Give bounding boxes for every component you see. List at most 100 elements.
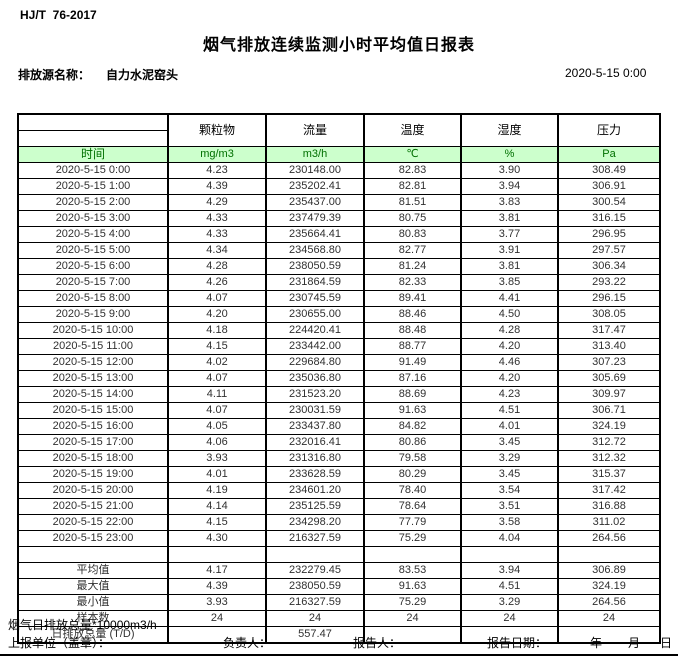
- value-cell: 237479.39: [265, 210, 365, 227]
- data-row: 2020-5-15 4:00 4.33 235664.41 80.83 3.77 296.…: [17, 226, 661, 243]
- time-cell: 2020-5-15 14:00: [17, 386, 169, 403]
- value-cell: 316.15: [557, 210, 661, 227]
- spacer-cell: [17, 546, 169, 563]
- value-cell: 80.86: [363, 434, 462, 451]
- value-cell: 3.81: [460, 210, 559, 227]
- value-cell: 88.46: [363, 306, 462, 323]
- emission-source-name: 自力水泥窑头: [106, 68, 179, 82]
- value-cell: 216327.59: [265, 594, 365, 611]
- value-cell: 4.29: [167, 194, 267, 211]
- value-cell: 89.41: [363, 290, 462, 307]
- value-cell: 80.75: [363, 210, 462, 227]
- day-label: 日: [660, 636, 673, 650]
- data-row: 2020-5-15 3:00 4.33 237479.39 80.75 3.81 316.…: [17, 210, 661, 227]
- summary-label-cell: 最小值: [17, 594, 169, 611]
- value-cell: 81.51: [363, 194, 462, 211]
- time-cell: 2020-5-15 1:00: [17, 178, 169, 195]
- value-cell: [265, 546, 365, 563]
- value-cell: 4.20: [460, 370, 559, 387]
- value-cell: 308.05: [557, 306, 661, 323]
- value-cell: 309.97: [557, 386, 661, 403]
- value-cell: 4.01: [167, 466, 267, 483]
- value-cell: 234298.20: [265, 514, 365, 531]
- blank-corner-cell-bottom: [17, 130, 169, 147]
- value-cell: 3.83: [460, 194, 559, 211]
- time-cell: 2020-5-15 5:00: [17, 242, 169, 259]
- value-cell: 4.04: [460, 530, 559, 547]
- value-cell: 91.63: [363, 402, 462, 419]
- data-row: 2020-5-15 17:00 4.06 232016.41 80.86 3.45 312…: [17, 434, 661, 451]
- value-cell: 4.51: [460, 578, 559, 595]
- data-row: 2020-5-15 11:00 4.15 233442.00 88.77 4.20 313…: [17, 338, 661, 355]
- emission-source-label: 排放源名称：: [18, 68, 91, 82]
- value-cell: 4.28: [460, 322, 559, 339]
- value-cell: 4.18: [167, 322, 267, 339]
- summary-row: 日排放总量 (T/D) 557.47: [17, 626, 661, 644]
- summary-label-cell: 最大值: [17, 578, 169, 595]
- value-cell: 91.49: [363, 354, 462, 371]
- value-cell: 4.28: [167, 258, 267, 275]
- value-cell: 78.40: [363, 482, 462, 499]
- value-cell: 3.58: [460, 514, 559, 531]
- time-cell: 2020-5-15 16:00: [17, 418, 169, 435]
- unit-flow: m3/h: [265, 146, 365, 163]
- value-cell: 3.94: [460, 178, 559, 195]
- value-cell: 4.39: [167, 178, 267, 195]
- value-cell: 306.34: [557, 258, 661, 275]
- value-cell: 300.54: [557, 194, 661, 211]
- year-label: 年: [590, 636, 603, 650]
- value-cell: 311.02: [557, 514, 661, 531]
- report-date-label: 报告日期：: [487, 636, 548, 650]
- time-cell: 2020-5-15 3:00: [17, 210, 169, 227]
- data-row: 2020-5-15 15:00 4.07 230031.59 91.63 4.51 306…: [17, 402, 661, 419]
- value-cell: 264.56: [557, 594, 661, 611]
- data-row: 2020-5-15 20:00 4.19 234601.20 78.40 3.54 317…: [17, 482, 661, 499]
- value-cell: 3.91: [460, 242, 559, 259]
- value-cell: 75.29: [363, 530, 462, 547]
- value-cell: 4.50: [460, 306, 559, 323]
- data-row: 2020-5-15 21:00 4.14 235125.59 78.64 3.51 316…: [17, 498, 661, 515]
- value-cell: [363, 626, 462, 644]
- value-cell: 297.57: [557, 242, 661, 259]
- value-cell: 4.51: [460, 402, 559, 419]
- emission-source-line: 排放源名称： 自力水泥窑头: [18, 66, 178, 83]
- column-header-pressure: 压力: [557, 113, 661, 147]
- value-cell: 234568.80: [265, 242, 365, 259]
- value-cell: [363, 546, 462, 563]
- value-cell: 3.94: [460, 562, 559, 579]
- value-cell: 77.79: [363, 514, 462, 531]
- spacer-row: [17, 546, 661, 563]
- value-cell: 235125.59: [265, 498, 365, 515]
- value-cell: 4.20: [460, 338, 559, 355]
- value-cell: 235664.41: [265, 226, 365, 243]
- value-cell: 264.56: [557, 530, 661, 547]
- summary-label-cell: 样本数: [17, 610, 169, 627]
- value-cell: 91.63: [363, 578, 462, 595]
- value-cell: 296.15: [557, 290, 661, 307]
- time-cell: 2020-5-15 8:00: [17, 290, 169, 307]
- summary-row: 最大值 4.39 238050.59 91.63 4.51 324.19: [17, 578, 661, 595]
- value-cell: 80.83: [363, 226, 462, 243]
- value-cell: 3.29: [460, 594, 559, 611]
- value-cell: 231864.59: [265, 274, 365, 291]
- value-cell: 308.49: [557, 162, 661, 179]
- value-cell: 557.47: [265, 626, 365, 644]
- data-row: 2020-5-15 16:00 4.05 233437.80 84.82 4.01 324…: [17, 418, 661, 435]
- time-cell: 2020-5-15 11:00: [17, 338, 169, 355]
- standard-code: HJ/T 76-2017: [20, 8, 97, 22]
- time-column-header: 时间: [17, 146, 169, 163]
- value-cell: 224420.41: [265, 322, 365, 339]
- data-row: 2020-5-15 13:00 4.07 235036.80 87.16 4.20 305…: [17, 370, 661, 387]
- responsible-person-label: 负责人：: [223, 636, 272, 650]
- time-cell: 2020-5-15 10:00: [17, 322, 169, 339]
- value-cell: 82.83: [363, 162, 462, 179]
- value-cell: 4.30: [167, 530, 267, 547]
- total-emission-note: 烟气日排放总量*10000m3/h: [8, 618, 157, 632]
- footer-divider: [0, 654, 678, 656]
- data-row: 2020-5-15 6:00 4.28 238050.59 81.24 3.81 306.…: [17, 258, 661, 275]
- data-row: 2020-5-15 14:00 4.11 231523.20 88.69 4.23 309…: [17, 386, 661, 403]
- time-cell: 2020-5-15 22:00: [17, 514, 169, 531]
- value-cell: 4.14: [167, 498, 267, 515]
- value-cell: 4.15: [167, 514, 267, 531]
- unit-temperature: ℃: [363, 146, 462, 163]
